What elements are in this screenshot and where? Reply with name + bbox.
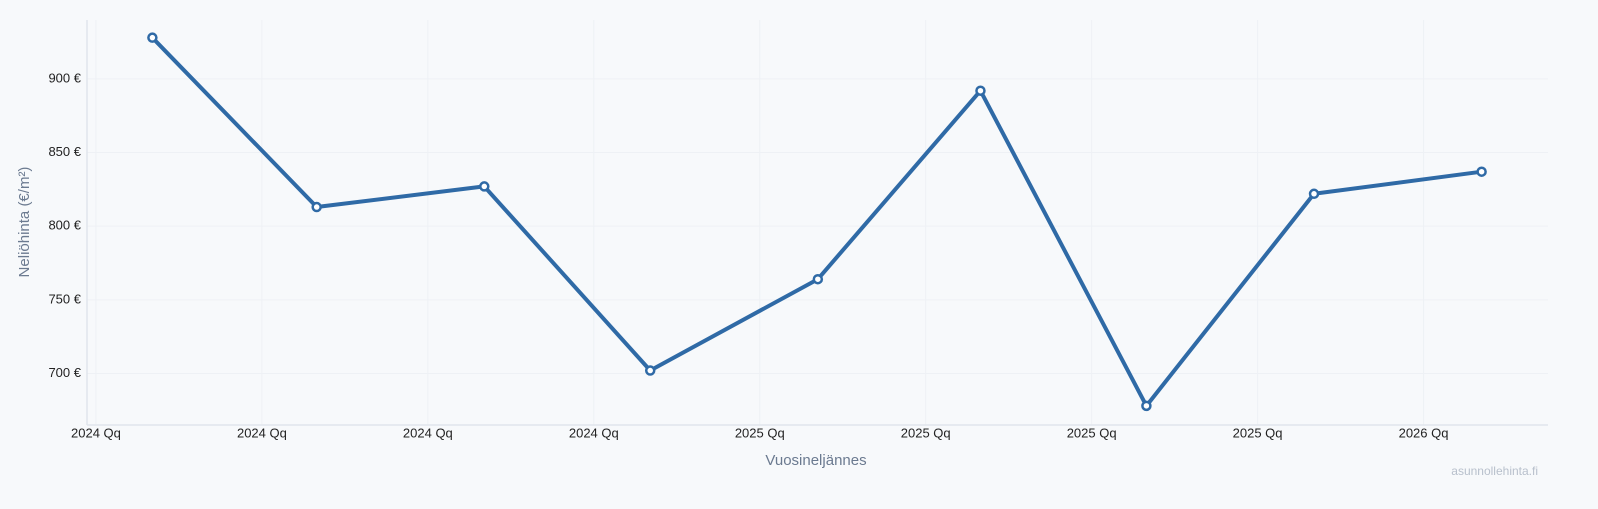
x-tick-label: 2024 Qq <box>569 425 619 440</box>
x-tick-label: 2026 Qq <box>1399 425 1449 440</box>
y-tick-label: 750 € <box>48 291 81 306</box>
x-tick-label: 2025 Qq <box>1233 425 1283 440</box>
series-line <box>150 36 1482 408</box>
x-axis-title: Vuosineljännes <box>765 452 866 469</box>
y-tick-label: 850 € <box>48 144 81 159</box>
y-tick-label: 900 € <box>48 70 81 85</box>
data-point <box>812 273 824 285</box>
data-point <box>311 201 322 213</box>
data-point <box>1476 166 1487 177</box>
data-point <box>975 85 986 96</box>
x-tick-label: 2025 Qq <box>901 425 951 440</box>
y-tick-label: 800 € <box>48 218 81 233</box>
y-tick-label: 700 € <box>48 365 81 380</box>
x-tick-label: 2024 Qq <box>237 425 287 440</box>
x-tick-label: 2025 Qq <box>735 425 785 440</box>
x-tick-label: 2025 Qq <box>1067 425 1117 440</box>
y-axis-title: Neliöhinta (€/m²) <box>16 167 33 278</box>
x-tick-label: 2024 Qq <box>71 425 121 440</box>
data-point <box>1308 188 1320 200</box>
data-point <box>644 365 656 376</box>
watermark: asunnollehinta.fi <box>1451 464 1538 478</box>
data-point <box>1141 400 1152 412</box>
data-point <box>479 181 490 192</box>
data-point <box>147 32 158 43</box>
x-tick-label: 2024 Qq <box>403 425 453 440</box>
